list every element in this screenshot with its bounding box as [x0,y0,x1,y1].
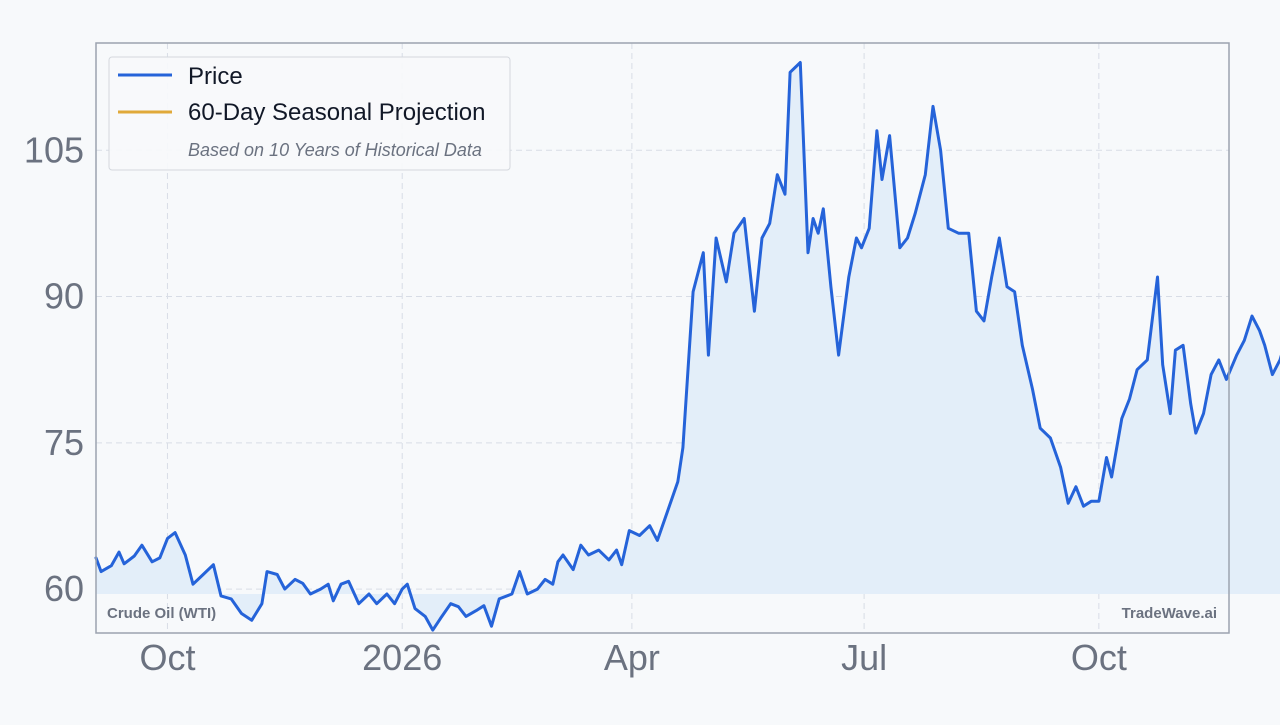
axes: 60 75 90 105 Oct 2026 Apr Jul Oct [24,42,1230,678]
price-line [94,61,1280,632]
area-fills [96,62,1280,631]
x-tick-label: Jul [841,637,887,678]
brand-label: TradeWave.ai [1122,605,1217,622]
x-tick-label: Oct [1071,637,1127,678]
y-tick-label: 75 [44,422,84,463]
y-tick-label: 90 [44,276,84,317]
plot-frame [95,42,1230,634]
x-tick-label: Oct [139,637,195,678]
y-tick-label: 60 [44,568,84,609]
y-tick-label: 105 [24,129,84,170]
price-area [96,62,1280,631]
instrument-label: Crude Oil (WTI) [107,605,216,622]
x-tick-label: Apr [604,637,660,678]
legend-box [108,56,511,171]
legend: Price 60-Day Seasonal Projection Based o… [108,56,511,171]
x-tick-label: 2026 [362,637,442,678]
series-lines [94,61,1280,632]
legend-projection-label: 60-Day Seasonal Projection [188,99,486,126]
legend-projection-note: Based on 10 Years of Historical Data [188,140,482,160]
legend-price-label: Price [188,63,243,90]
